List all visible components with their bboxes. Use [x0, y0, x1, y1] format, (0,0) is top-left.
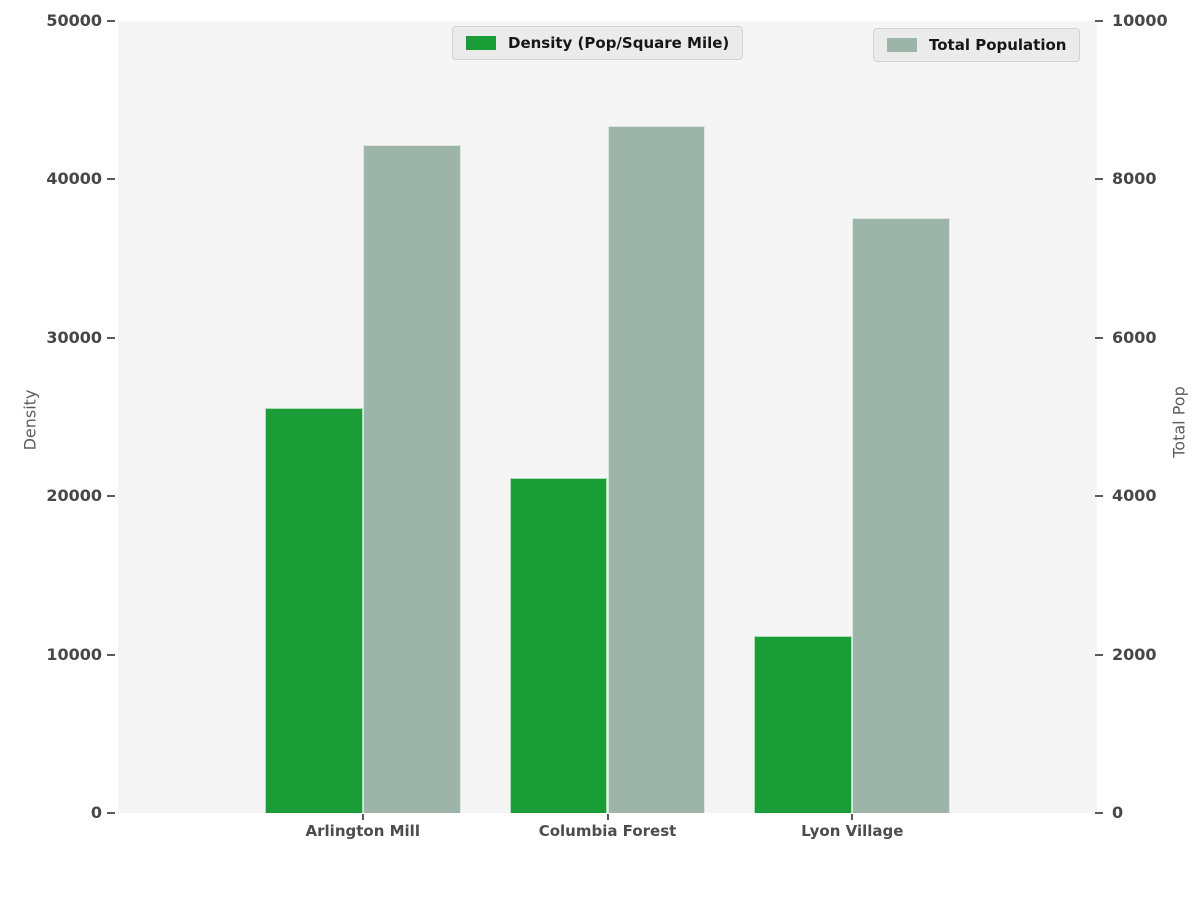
population-legend-swatch [887, 38, 917, 52]
bar-population-1 [362, 145, 461, 813]
left-axis-tick-label: 20000 [46, 486, 102, 506]
x-axis-category-label: Columbia Forest [538, 822, 677, 840]
right-axis-tick-label: 4000 [1112, 486, 1157, 506]
right-axis-tick-mark [1095, 178, 1103, 181]
bar-population-2 [607, 126, 706, 813]
right-axis-tick-label: 8000 [1112, 169, 1157, 189]
density-legend-swatch [466, 36, 496, 50]
x-axis-tick-mark [361, 814, 364, 820]
right-axis-tick-mark [1095, 653, 1103, 656]
left-axis-title: Density [20, 389, 40, 451]
legend-population: Total Population [873, 28, 1081, 62]
right-axis-tick-label: 6000 [1112, 327, 1157, 347]
left-axis-tick-label: 10000 [46, 644, 102, 664]
x-axis-category-label: Lyon Village [801, 822, 904, 840]
right-axis-tick-label: 10000 [1112, 11, 1168, 30]
plot-area [118, 21, 1097, 813]
left-axis-tick-label: 0 [90, 803, 102, 822]
left-axis-tick-mark [107, 178, 115, 181]
right-axis-tick-label: 0 [1112, 803, 1124, 822]
legend-density: Density (Pop/Square Mile) [452, 26, 744, 60]
population-legend-label: Total Population [929, 36, 1067, 54]
right-axis-title: Total Pop [1169, 386, 1189, 458]
right-axis-tick-label: 2000 [1112, 644, 1157, 664]
left-axis-tick-mark [107, 336, 115, 339]
left-axis-tick-label: 30000 [46, 327, 102, 347]
left-axis-tick-mark [107, 812, 115, 814]
right-axis-tick-mark [1095, 495, 1103, 498]
right-axis-tick-mark [1095, 20, 1103, 22]
right-axis-tick-mark [1095, 336, 1103, 339]
left-axis-tick-mark [107, 495, 115, 498]
left-axis-tick-mark [107, 653, 115, 656]
bar-density-1 [264, 407, 363, 813]
bar-density-3 [754, 636, 853, 813]
bar-population-3 [852, 218, 951, 813]
x-axis-tick-mark [606, 814, 609, 820]
left-axis-tick-mark [107, 20, 115, 22]
left-axis-tick-label: 50000 [46, 11, 102, 30]
bar-density-2 [509, 477, 608, 813]
right-axis-tick-mark [1095, 812, 1103, 814]
x-axis-tick-mark [851, 814, 854, 820]
x-axis-category-label: Arlington Mill [305, 822, 420, 840]
left-axis-tick-label: 40000 [46, 169, 102, 189]
density-legend-label: Density (Pop/Square Mile) [508, 34, 730, 52]
